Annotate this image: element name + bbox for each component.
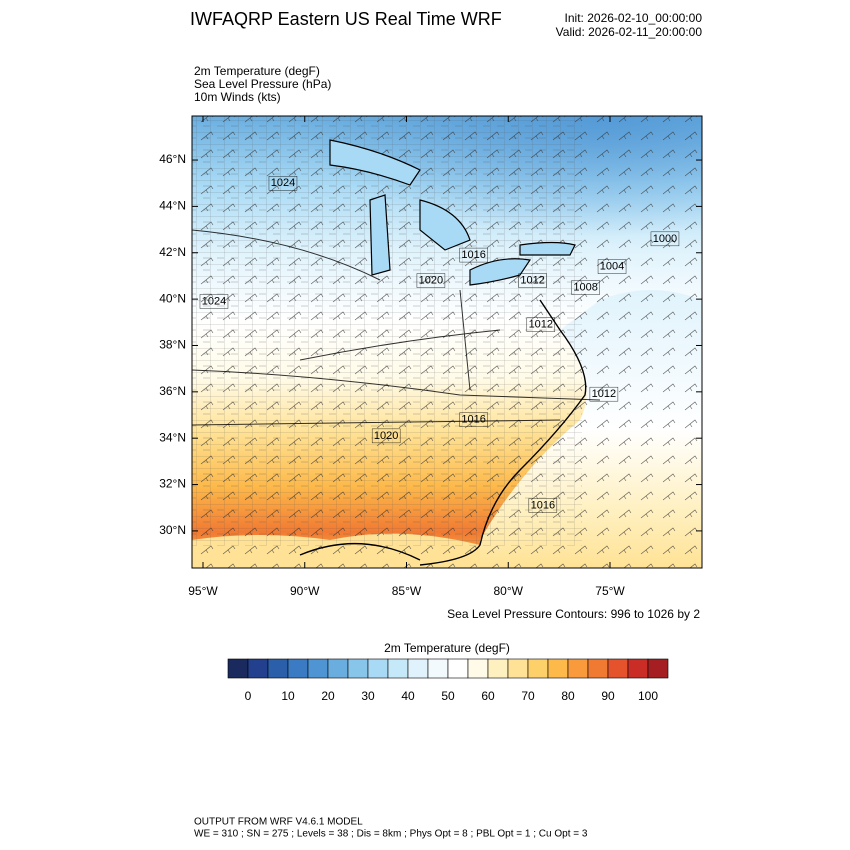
y-tick-label: 30°N (159, 523, 186, 537)
colorbar-box (587, 658, 609, 679)
colorbar-box (547, 658, 569, 679)
y-tick-label: 38°N (159, 338, 186, 352)
colorbar-box (227, 658, 249, 679)
x-tick-label: 95°W (188, 584, 218, 598)
contour-label-box (571, 280, 600, 295)
contour-label: 1024 (202, 295, 226, 307)
colorbar-box (447, 658, 469, 679)
contour-label: 1012 (520, 274, 544, 286)
colorbar-tick-label: 60 (481, 689, 495, 703)
title: IWFAQRP Eastern US Real Time WRF (190, 9, 502, 29)
colorbar-box (407, 658, 429, 679)
colorbar-tick-label: 50 (441, 689, 455, 703)
contour-label-box (199, 294, 229, 309)
contour-label: 1020 (419, 274, 443, 286)
colorbar-box (627, 658, 649, 679)
y-tick-label: 42°N (159, 245, 186, 259)
y-tick-label: 34°N (159, 430, 186, 444)
colorbar-tick-label: 80 (561, 689, 575, 703)
colorbar-box (347, 658, 369, 679)
contour-label: 1016 (461, 249, 485, 261)
x-tick-label: 90°W (290, 584, 320, 598)
contour-label: 1024 (271, 177, 295, 189)
field-label: 2m Temperature (degF) (194, 64, 320, 78)
contour-note: Sea Level Pressure Contours: 996 to 1026… (447, 607, 700, 621)
contour-label: 1020 (374, 430, 398, 442)
colorbar-box (527, 658, 549, 679)
colorbar-box (467, 658, 489, 679)
contour-label: 1016 (531, 499, 555, 511)
x-tick-label: 85°W (392, 584, 422, 598)
colorbar-tick-label: 90 (601, 689, 615, 703)
colorbar-box (487, 658, 509, 679)
contour-label-box (371, 428, 401, 444)
colorbar-tick-label: 30 (361, 689, 375, 703)
field-label: 10m Winds (kts) (194, 90, 281, 104)
contour-label: 1012 (529, 319, 553, 331)
contour-label-box (518, 273, 547, 288)
contour-label-box (528, 498, 558, 513)
contour-label: 1004 (600, 261, 624, 273)
contour-label: 1000 (653, 233, 677, 245)
contour-label: 1008 (573, 281, 597, 293)
footer-line: OUTPUT FROM WRF V4.6.1 MODEL (194, 817, 363, 828)
colorbar-tick-label: 0 (245, 689, 252, 703)
colorbar-box (607, 658, 629, 679)
contour-label-box (459, 412, 488, 427)
contour-label-box (459, 247, 488, 263)
colorbar-tick-label: 10 (281, 689, 295, 703)
colorbar-box (567, 658, 589, 679)
x-tick-label: 80°W (494, 584, 524, 598)
contour-label-box (268, 176, 298, 191)
colorbar-box (327, 658, 349, 679)
contour-label-box (526, 317, 556, 332)
colorbar-box (507, 658, 529, 679)
contour-label-box (589, 386, 619, 402)
colorbar-box (287, 658, 309, 679)
colorbar-box (307, 658, 329, 679)
y-tick-label: 40°N (159, 291, 186, 305)
colorbar-box (427, 658, 449, 679)
colorbar-box (267, 658, 289, 679)
y-tick-label: 36°N (159, 384, 186, 398)
colorbar-box (247, 658, 269, 679)
y-tick-label: 32°N (159, 477, 186, 491)
y-tick-label: 44°N (159, 199, 186, 213)
colorbar-tick-label: 70 (521, 689, 535, 703)
colorbar-tick-label: 100 (638, 689, 658, 703)
field-label: Sea Level Pressure (hPa) (194, 77, 331, 91)
colorbar-box (387, 658, 409, 679)
contour-label: 1012 (592, 388, 616, 400)
contour-label: 1016 (461, 414, 485, 426)
x-tick-label: 75°W (595, 584, 625, 598)
map-field (192, 116, 702, 568)
contour-label-box (597, 259, 627, 274)
footer-line: WE = 310 ; SN = 275 ; Levels = 38 ; Dis … (194, 829, 588, 840)
colorbar-tick-label: 40 (401, 689, 415, 703)
contour-label-box (650, 231, 680, 247)
init-time: Init: 2026-02-10_00:00:00 (565, 11, 703, 25)
y-tick-label: 46°N (159, 152, 186, 166)
contour-label-box (416, 273, 446, 288)
colorbar-box (367, 658, 389, 679)
map-frame (191, 115, 703, 569)
colorbar-tick-label: 20 (321, 689, 335, 703)
valid-time: Valid: 2026-02-11_20:00:00 (556, 25, 703, 39)
colorbar-box (647, 658, 669, 679)
colorbar-title: 2m Temperature (degF) (384, 641, 510, 655)
